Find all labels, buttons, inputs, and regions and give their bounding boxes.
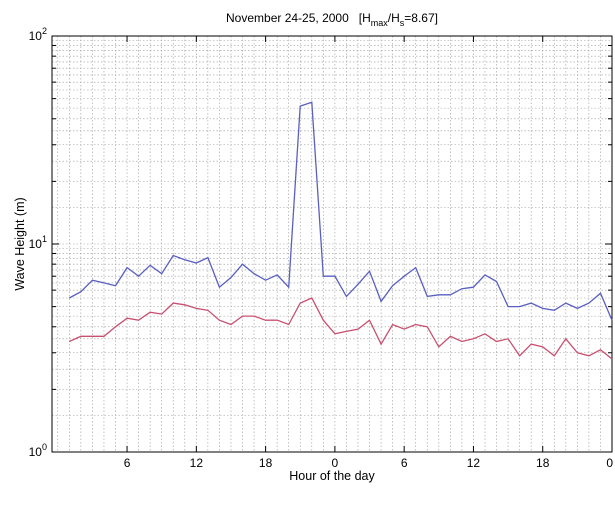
chart-title-ratio-sub-s: s xyxy=(400,18,405,28)
x-tick-label: 12 xyxy=(190,456,204,470)
series-line-hs xyxy=(69,297,613,360)
y-tick-label: 100 xyxy=(29,442,47,459)
x-tick-label: 18 xyxy=(536,456,550,470)
x-axis-title: Hour of the day xyxy=(289,469,375,483)
series-lines xyxy=(68,101,613,360)
chart-title: November 24-25, 2000 [Hmax/Hs=8.67] xyxy=(226,11,438,28)
series-line-hmax xyxy=(68,101,613,321)
grid xyxy=(52,36,612,452)
chart-title-ratio-sub-max: max xyxy=(371,18,389,28)
chart-title-ratio-suffix: =8.67] xyxy=(404,11,438,25)
y-axis-title: Wave Height (m) xyxy=(13,197,27,290)
y-tick-label: 101 xyxy=(29,234,47,251)
chart-title-ratio-mid: /H xyxy=(388,11,400,25)
chart-title-main: November 24-25, 2000 xyxy=(226,11,349,25)
axis-ticks xyxy=(52,35,613,453)
tick-labels: 100 101 102 6 12 18 0 6 12 18 0 xyxy=(29,26,614,470)
x-tick-label: 18 xyxy=(259,456,273,470)
x-tick-label: 0 xyxy=(606,456,613,470)
y-tick-label: 102 xyxy=(29,26,47,43)
x-tick-label: 6 xyxy=(401,456,408,470)
x-tick-label: 6 xyxy=(124,456,131,470)
x-tick-label: 12 xyxy=(467,456,481,470)
x-tick-label: 0 xyxy=(332,456,339,470)
chart-title-ratio-prefix: [H xyxy=(359,11,371,25)
